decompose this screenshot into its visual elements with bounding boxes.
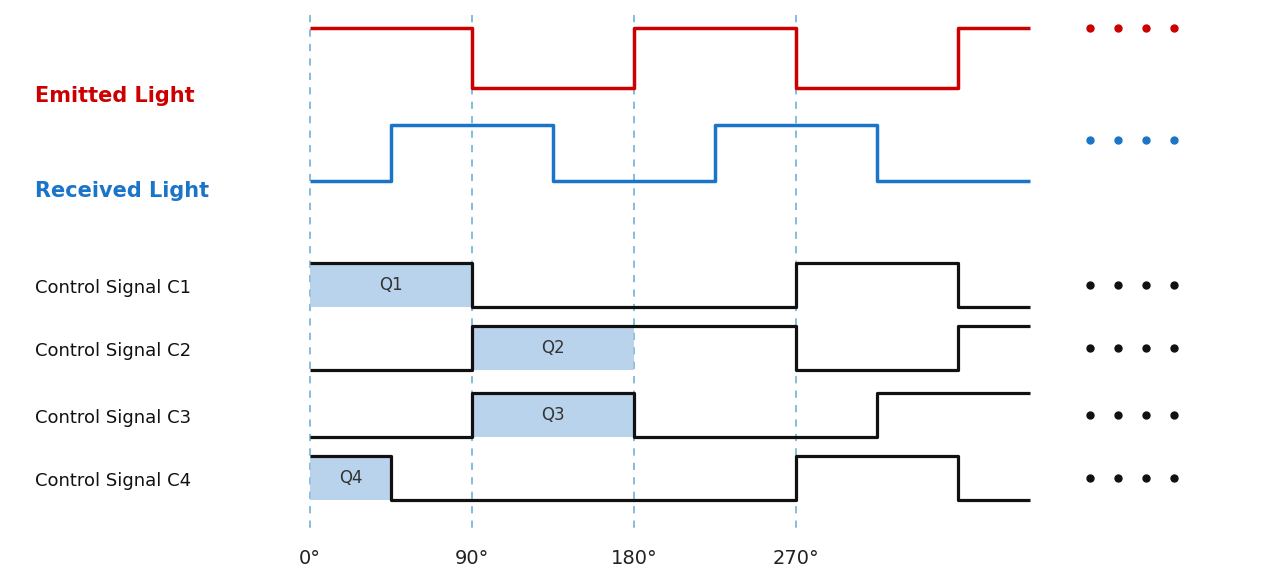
Text: 180°: 180°: [611, 548, 657, 567]
Bar: [309, 263, 473, 307]
Text: Control Signal C2: Control Signal C2: [35, 342, 191, 360]
Text: Received Light: Received Light: [35, 181, 209, 201]
Bar: [309, 456, 392, 500]
Text: Control Signal C1: Control Signal C1: [35, 279, 191, 297]
Text: 90°: 90°: [455, 548, 489, 567]
Bar: [473, 393, 634, 437]
Text: Control Signal C3: Control Signal C3: [35, 409, 191, 427]
Text: Control Signal C4: Control Signal C4: [35, 472, 191, 490]
Text: Q3: Q3: [541, 406, 565, 424]
Text: Q1: Q1: [379, 276, 403, 294]
Text: Q2: Q2: [541, 339, 565, 357]
Text: 0°: 0°: [299, 548, 321, 567]
Text: Q4: Q4: [339, 469, 362, 487]
Text: 270°: 270°: [773, 548, 819, 567]
Text: Emitted Light: Emitted Light: [35, 86, 195, 106]
Bar: [473, 326, 634, 370]
